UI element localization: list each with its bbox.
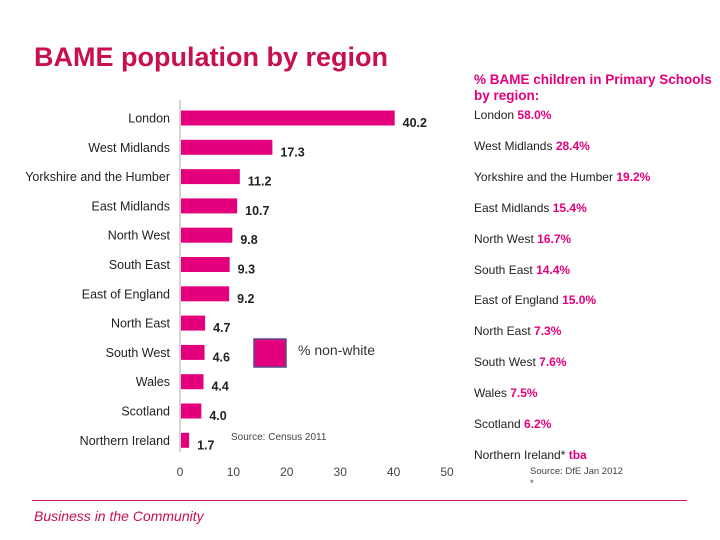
right-panel-region: London [474, 108, 515, 122]
bar [181, 432, 190, 448]
right-panel-value: 7.6% [539, 355, 567, 370]
right-panel-item: Scotland 6.2% [474, 417, 551, 431]
right-panel-value: 7.5% [510, 386, 538, 401]
x-tick-label: 30 [334, 465, 348, 479]
x-tick-label: 10 [227, 465, 241, 479]
right-panel-item: London 58.0% [474, 108, 551, 122]
category-label: Wales [136, 375, 170, 389]
value-label: 40.2 [403, 116, 427, 130]
right-panel-item: South West 7.6% [474, 355, 567, 369]
right-panel-item: South East 14.4% [474, 263, 570, 277]
x-tick-label: 50 [440, 465, 454, 479]
page-title: BAME population by region [34, 42, 388, 72]
bar [181, 198, 238, 214]
x-tick-label: 20 [280, 465, 294, 479]
bar [181, 374, 204, 390]
right-panel-item: East Midlands 15.4% [474, 201, 587, 215]
right-panel-region: Wales [474, 386, 507, 401]
right-panel-source-line1: Source: DfE Jan 2012 [530, 466, 623, 477]
value-label: 9.3 [238, 263, 255, 277]
bar [181, 286, 230, 302]
category-label: Northern Ireland [80, 434, 170, 448]
bar [181, 344, 205, 360]
right-panel-value: tba [568, 447, 587, 462]
right-panel-item: North West 16.7% [474, 232, 571, 246]
value-label: 4.6 [213, 350, 230, 364]
right-panel-region: Northern Ireland* [474, 447, 566, 462]
right-panel-value: 58.0% [517, 108, 552, 122]
footer-divider [32, 500, 687, 501]
right-panel-item: Wales 7.5% [474, 386, 538, 400]
category-label: South West [106, 346, 171, 360]
x-tick-label: 0 [177, 465, 184, 479]
bar [181, 315, 206, 331]
bar [181, 139, 273, 155]
right-panel-region: East Midlands [474, 200, 550, 215]
right-panel-item: Yorkshire and the Humber 19.2% [474, 170, 650, 184]
right-panel-heading: % BAME children in Primary Schools by re… [474, 72, 712, 103]
category-label: Yorkshire and the Humber [25, 170, 170, 184]
right-panel-region: North East [474, 324, 531, 339]
right-panel-item: Northern Ireland* tba [474, 448, 587, 462]
right-panel-value: 7.3% [534, 324, 562, 339]
category-label: West Midlands [88, 141, 170, 155]
right-panel-region: Yorkshire and the Humber [474, 169, 613, 184]
right-panel-value: 16.7% [537, 231, 572, 246]
right-panel-item: North East 7.3% [474, 324, 561, 338]
value-label: 9.2 [237, 292, 254, 306]
right-panel-region: East of England [474, 293, 559, 308]
bar [181, 227, 233, 243]
bar [181, 403, 202, 419]
category-label: London [128, 112, 170, 126]
category-label: East Midlands [91, 199, 170, 213]
right-panel-value: 14.4% [536, 262, 571, 277]
right-panel-source: Source: DfE Jan 2012 * [530, 466, 623, 490]
value-label: 17.3 [280, 145, 304, 159]
right-panel-value: 28.4% [555, 138, 590, 153]
category-label: North West [108, 229, 171, 243]
value-label: 9.8 [240, 233, 257, 247]
category-label: North East [111, 317, 171, 331]
right-panel-value: 15.0% [562, 293, 597, 308]
right-panel-source-line2: * [530, 478, 534, 489]
x-tick-label: 40 [387, 465, 401, 479]
chart-source-note: Source: Census 2011 [231, 432, 327, 443]
right-panel-region: West Midlands [474, 138, 553, 153]
legend-swatch [253, 338, 287, 368]
right-panel-item: East of England 15.0% [474, 293, 596, 307]
legend-label: % non-white [298, 342, 375, 358]
category-label: East of England [82, 287, 170, 301]
value-label: 4.7 [213, 321, 230, 335]
bar [181, 110, 395, 126]
bar [181, 257, 230, 272]
category-label: Scotland [121, 405, 170, 419]
right-panel-value: 15.4% [552, 200, 587, 215]
value-label: 1.7 [197, 438, 214, 452]
footer-text: Business in the Community [34, 508, 204, 524]
right-panel-value: 19.2% [616, 169, 651, 184]
right-panel-item: West Midlands 28.4% [474, 139, 590, 153]
value-label: 10.7 [245, 204, 269, 218]
right-panel-region: Scotland [474, 417, 521, 431]
value-label: 11.2 [248, 175, 272, 189]
value-label: 4.0 [209, 409, 226, 423]
value-label: 4.4 [211, 380, 228, 394]
category-label: South East [109, 258, 171, 272]
right-panel-value: 6.2% [524, 417, 552, 431]
right-panel-region: South West [474, 355, 536, 370]
right-panel-region: North West [474, 231, 534, 246]
bar [181, 169, 240, 185]
right-panel-region: South East [474, 262, 533, 277]
